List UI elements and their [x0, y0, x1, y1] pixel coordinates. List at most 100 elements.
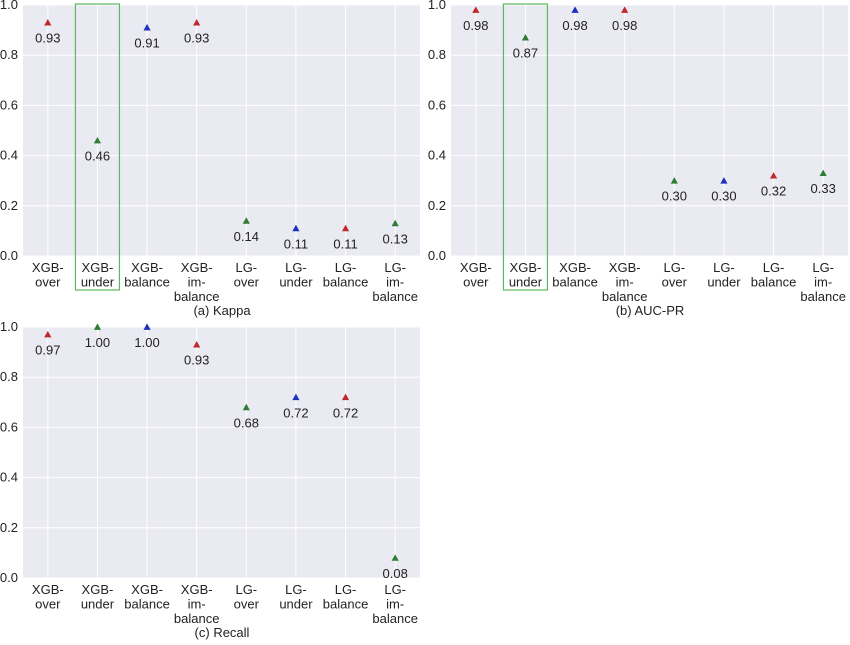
data-point: [143, 23, 151, 31]
plot-area: [23, 327, 420, 578]
y-tick-label: 0.2: [0, 198, 18, 213]
x-tick-label: XGB-: [131, 260, 163, 275]
x-tick-label: over: [234, 597, 260, 612]
y-tick-label: 1.0: [428, 0, 446, 12]
data-label: 0.08: [383, 566, 408, 581]
x-tick-label: XGB-: [131, 582, 163, 597]
x-tick-label: LG-: [384, 260, 406, 275]
data-label: 0.98: [562, 18, 587, 33]
x-tick-label: under: [509, 275, 543, 290]
x-tick-label: balance: [372, 289, 418, 304]
data-point: [93, 323, 102, 330]
data-label: 0.13: [383, 231, 408, 246]
data-point: [341, 393, 350, 401]
data-point: [472, 6, 480, 13]
data-point: [242, 403, 250, 411]
x-tick-label: LG-: [663, 260, 685, 275]
data-point: [391, 554, 399, 561]
x-tick-label: LG-: [235, 260, 257, 275]
data-point: [143, 323, 151, 330]
x-tick-label: balance: [174, 289, 220, 304]
data-point: [391, 219, 399, 227]
data-point: [621, 6, 629, 13]
x-tick-label: im-: [188, 275, 206, 290]
data-label: 0.93: [184, 353, 209, 368]
x-tick-label: balance: [323, 597, 369, 612]
data-point: [720, 177, 728, 184]
x-tick-label: under: [707, 275, 741, 290]
data-label: 0.68: [234, 415, 259, 430]
x-tick-label: im-: [188, 597, 206, 612]
data-point: [193, 18, 201, 26]
x-tick-label: over: [463, 275, 489, 290]
data-label: 0.87: [513, 46, 538, 61]
x-tick-label: LG-: [285, 260, 307, 275]
data-label: 0.14: [234, 229, 259, 244]
data-point: [670, 177, 678, 184]
x-tick-label: XGB-: [82, 582, 114, 597]
x-tick-label: XGB-: [609, 260, 641, 275]
data-label: 0.93: [35, 31, 60, 46]
y-tick-label: 0.4: [0, 148, 18, 163]
y-tick-label: 0.6: [0, 97, 18, 112]
data-point: [819, 169, 827, 177]
x-tick-label: over: [234, 275, 260, 290]
data-point: [292, 393, 300, 401]
x-tick-label: over: [662, 275, 688, 290]
x-tick-label: LG-: [384, 582, 406, 597]
data-label: 0.33: [811, 181, 836, 196]
x-tick-label: im-: [386, 275, 404, 290]
data-point: [44, 18, 52, 26]
x-tick-label: LG-: [285, 582, 307, 597]
x-tick-label: under: [81, 275, 115, 290]
x-tick-label: XGB-: [32, 582, 64, 597]
x-tick-label: LG-: [235, 582, 257, 597]
y-tick-label: 0.8: [428, 47, 446, 62]
highlight-box: [502, 3, 549, 291]
data-label: 0.11: [333, 236, 357, 251]
data-label: 0.98: [463, 18, 488, 33]
data-point: [93, 136, 102, 144]
x-tick-label: balance: [323, 275, 369, 290]
y-tick-label: 0.4: [428, 148, 446, 163]
x-tick-label: over: [35, 275, 61, 290]
x-tick-label: under: [81, 597, 115, 612]
x-tick-label: LG-: [763, 260, 785, 275]
x-tick-label: im-: [616, 275, 634, 290]
y-tick-label: 0.6: [428, 97, 446, 112]
data-point: [193, 340, 201, 348]
data-label: 0.98: [612, 18, 637, 33]
y-tick-label: 0.6: [0, 419, 18, 434]
y-tick-label: 0.4: [0, 470, 18, 485]
x-tick-label: balance: [552, 275, 598, 290]
y-tick-label: 0.0: [0, 570, 18, 585]
x-tick-label: balance: [174, 611, 220, 626]
x-tick-label: balance: [602, 289, 648, 304]
x-tick-label: XGB-: [82, 260, 114, 275]
data-point: [341, 224, 350, 232]
y-tick-label: 0.8: [0, 369, 18, 384]
y-tick-label: 0.0: [0, 248, 18, 263]
x-tick-label: XGB-: [32, 260, 64, 275]
highlight-box: [74, 3, 121, 291]
x-tick-label: im-: [386, 597, 404, 612]
data-point: [292, 224, 300, 232]
data-label: 0.11: [284, 236, 308, 251]
data-label: 0.93: [184, 31, 209, 46]
y-tick-label: 1.0: [0, 319, 18, 334]
data-label: 1.00: [134, 335, 159, 350]
plot-area: [23, 5, 420, 256]
data-label: 0.30: [711, 189, 736, 204]
y-tick-label: 0.2: [428, 198, 446, 213]
data-point: [521, 34, 530, 41]
x-tick-label: over: [35, 597, 61, 612]
y-tick-label: 1.0: [0, 0, 18, 12]
x-tick-label: LG-: [713, 260, 735, 275]
data-label: 1.00: [85, 335, 110, 350]
data-point: [769, 172, 778, 179]
data-label: 0.72: [283, 405, 308, 420]
data-point: [44, 330, 52, 338]
x-tick-label: balance: [800, 289, 846, 304]
x-tick-label: balance: [751, 275, 797, 290]
